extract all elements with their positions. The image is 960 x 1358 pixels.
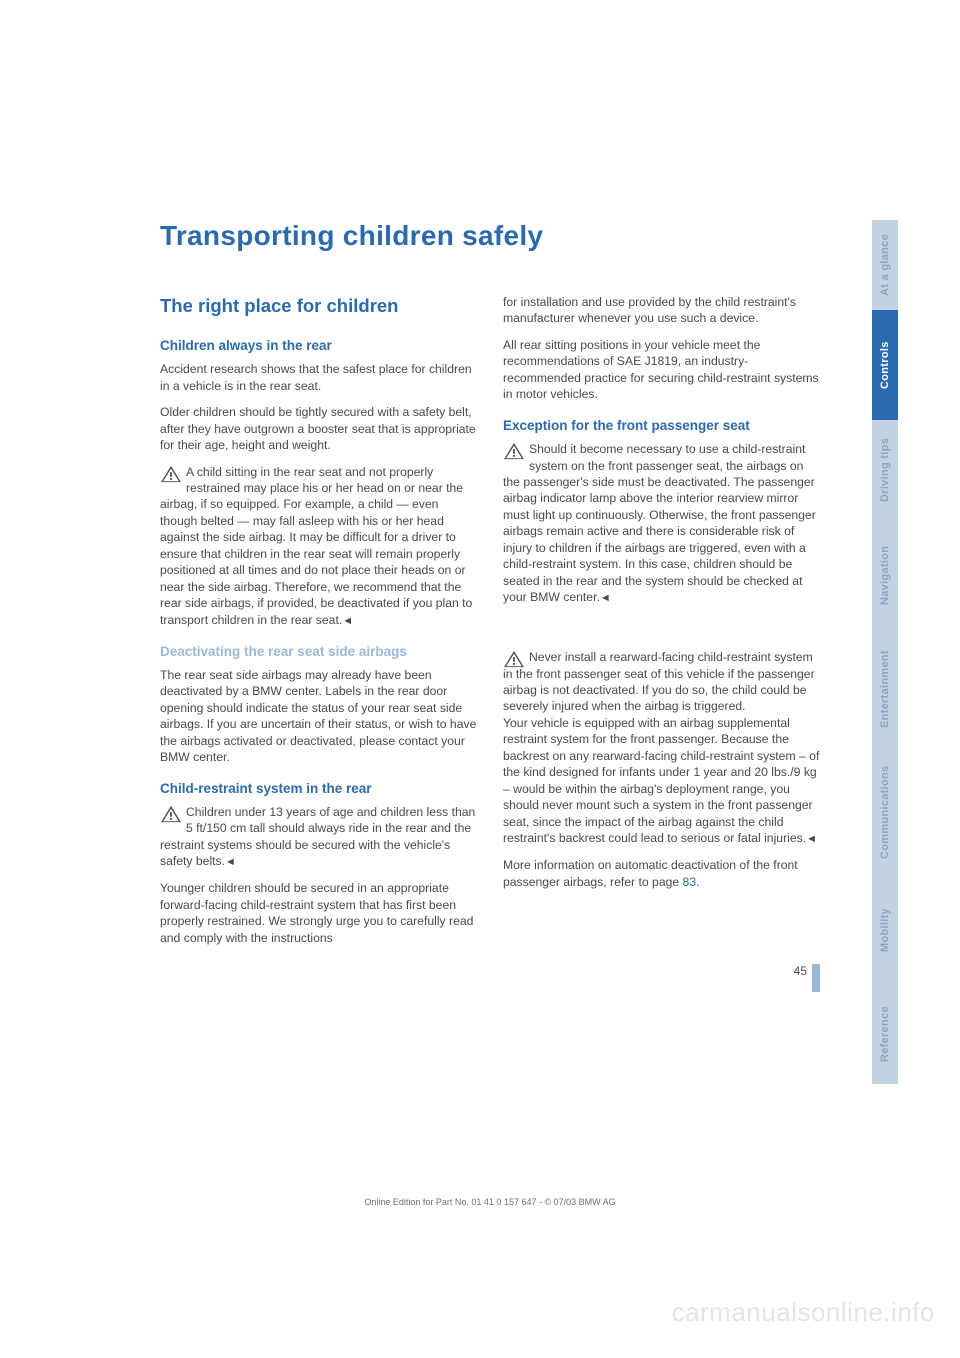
- para: All rear sitting positions in your vehic…: [503, 337, 820, 403]
- heading-children-rear: Children always in the rear: [160, 337, 477, 355]
- left-column: The right place for children Children al…: [160, 294, 477, 956]
- section-title: The right place for children: [160, 294, 477, 319]
- para: More information on automatic deactivati…: [503, 857, 820, 890]
- tab-communications[interactable]: Communications: [872, 748, 898, 876]
- page-number-bar: [812, 964, 820, 992]
- end-marker-icon: ◄: [342, 615, 353, 627]
- heading-exception: Exception for the front passenger seat: [503, 417, 820, 435]
- page-content: Transporting children safely The right p…: [160, 220, 820, 956]
- warning-text: Should it become necessary to use a chil…: [503, 442, 816, 604]
- tab-navigation[interactable]: Navigation: [872, 520, 898, 630]
- para: Older children should be tightly secured…: [160, 404, 477, 453]
- page-number-area: 45: [794, 964, 820, 992]
- warning-text: A child sitting in the rear seat and not…: [160, 465, 472, 627]
- tab-reference[interactable]: Reference: [872, 984, 898, 1084]
- tab-controls[interactable]: Controls: [872, 310, 898, 420]
- tab-at-a-glance[interactable]: At a glance: [872, 220, 898, 310]
- page-number: 45: [794, 964, 807, 978]
- footer-text: Online Edition for Part No. 01 41 0 157 …: [160, 1197, 820, 1207]
- warning-text: Children under 13 years of age and child…: [160, 805, 475, 868]
- warning-icon: [503, 442, 525, 460]
- para-text: .: [696, 875, 699, 889]
- para: The rear seat side airbags may already h…: [160, 667, 477, 766]
- warning-para: Children under 13 years of age and child…: [160, 804, 477, 870]
- para: Younger children should be secured in an…: [160, 880, 477, 946]
- warning-icon: [160, 465, 182, 483]
- warning-icon: [503, 634, 525, 652]
- end-marker-icon: ◄: [225, 856, 236, 868]
- para: for installation and use provided by the…: [503, 294, 820, 327]
- side-tabs: At a glanceControlsDriving tipsNavigatio…: [872, 220, 898, 1084]
- tab-driving-tips[interactable]: Driving tips: [872, 420, 898, 520]
- para: Accident research shows that the safest …: [160, 361, 477, 394]
- end-marker-icon: ◄: [600, 592, 611, 604]
- heading-deactivating: Deactivating the rear seat side airbags: [160, 643, 477, 661]
- page-title: Transporting children safely: [160, 220, 820, 252]
- watermark-text: carmanualsonline.info: [672, 1297, 935, 1328]
- page-xref-link[interactable]: 83: [683, 875, 697, 889]
- heading-crs-rear: Child-restraint system in the rear: [160, 780, 477, 798]
- end-marker-icon: ◄: [806, 833, 817, 845]
- columns: The right place for children Children al…: [160, 294, 820, 956]
- warning-para: A child sitting in the rear seat and not…: [160, 464, 477, 629]
- warning-para: Should it become necessary to use a chil…: [503, 441, 820, 606]
- tab-mobility[interactable]: Mobility: [872, 876, 898, 984]
- warning-para: Never install a rearward-facing child-re…: [503, 616, 820, 847]
- right-column: for installation and use provided by the…: [503, 294, 820, 956]
- tab-entertainment[interactable]: Entertainment: [872, 630, 898, 748]
- para-text: More information on automatic deactivati…: [503, 858, 798, 888]
- warning-icon: [160, 805, 182, 823]
- warning-text: Never install a rearward-facing child-re…: [503, 650, 819, 845]
